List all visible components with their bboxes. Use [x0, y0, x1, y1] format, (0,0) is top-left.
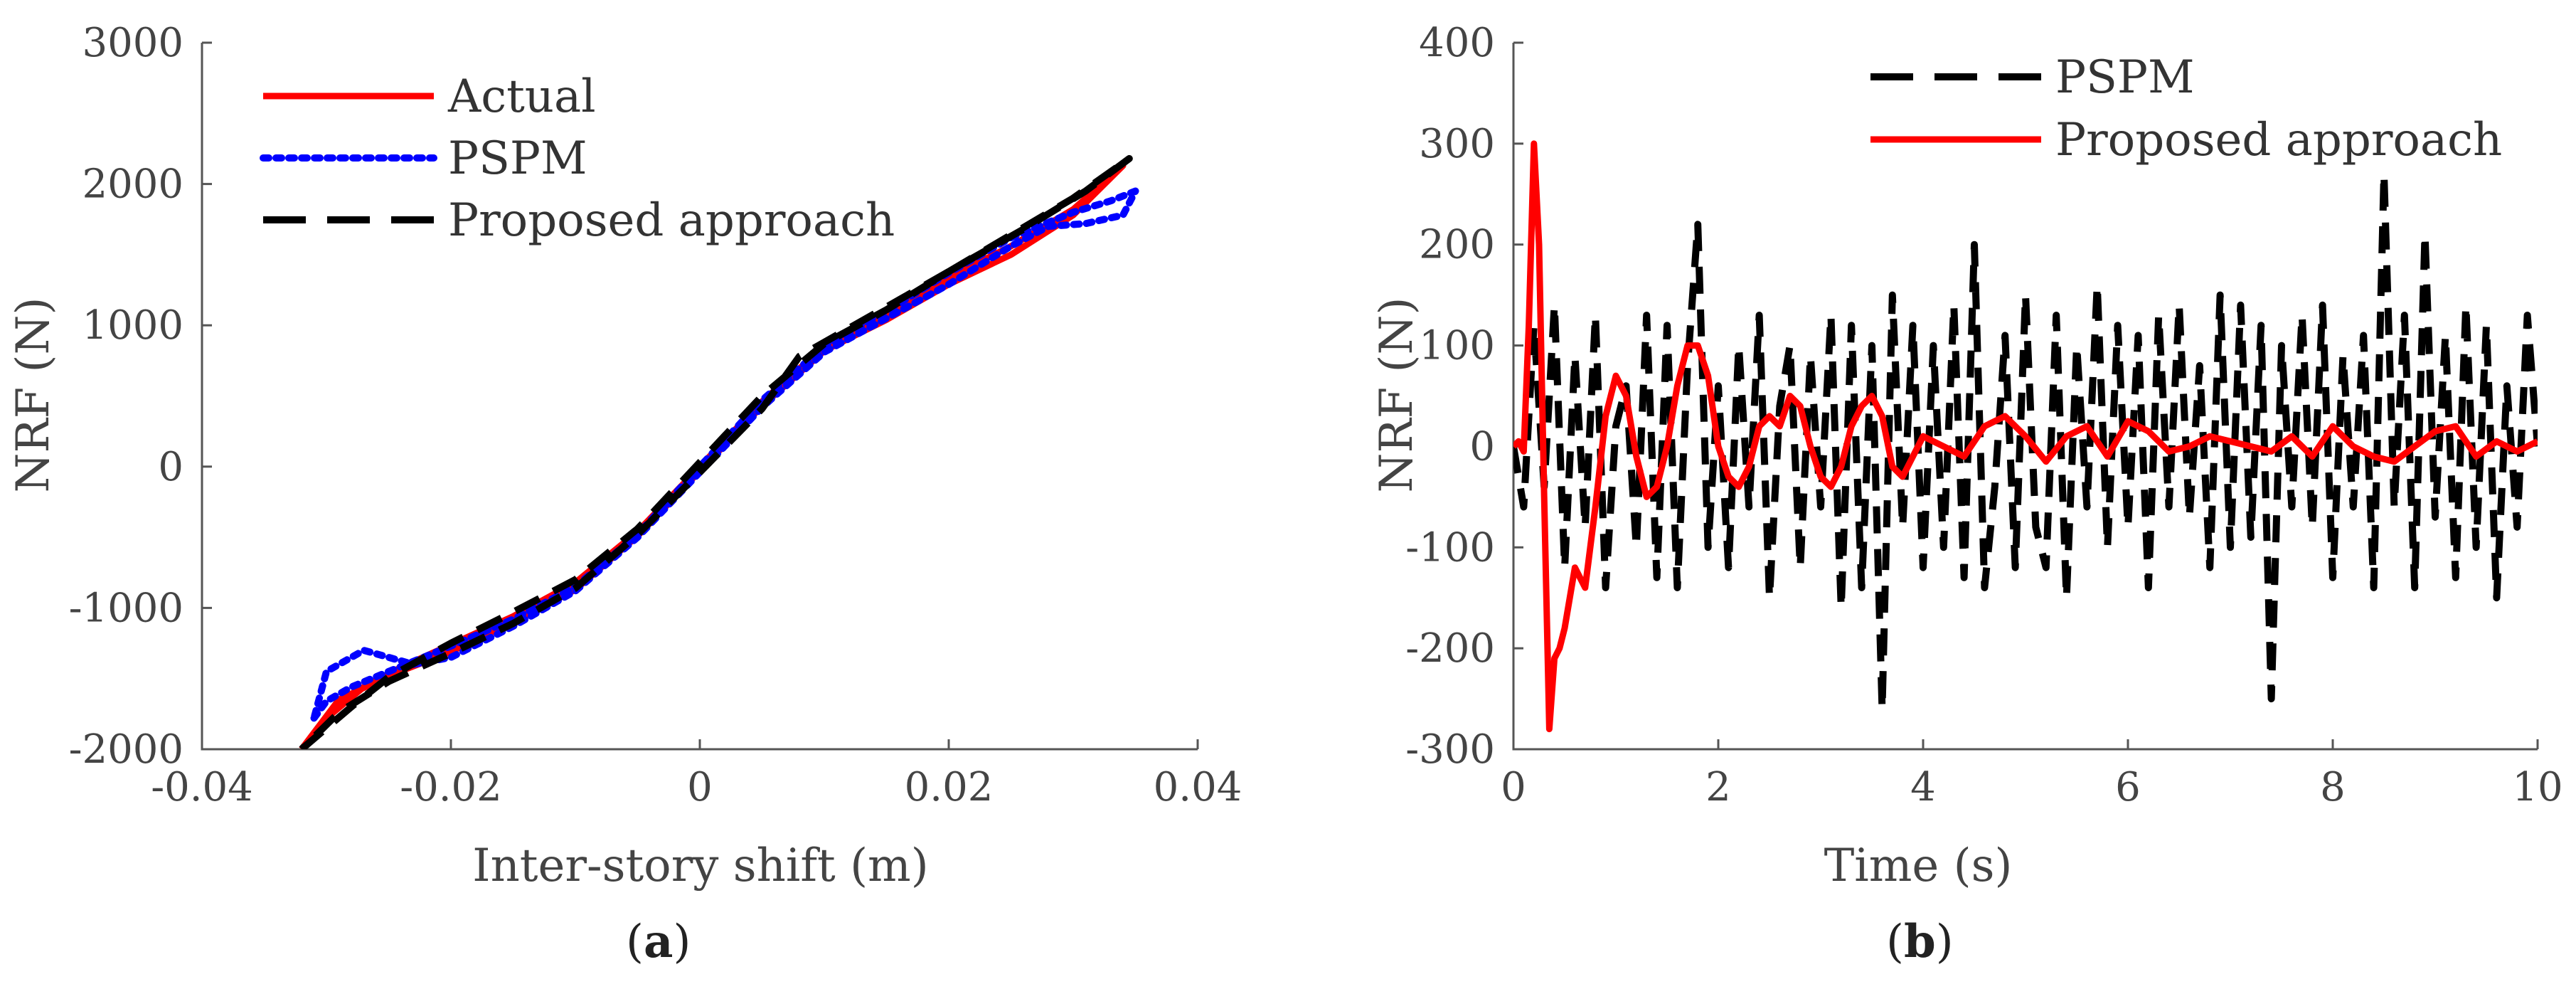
- chart-panel-b: -300 -200 -100 0 100 200 300 400 0 2 4 6 8 10 PSPM Prop…: [1405, 20, 2562, 810]
- series-line-proposed-approach: [299, 154, 1133, 749]
- chart-panel-a: -2000 -1000 0 1000 2000 3000 -0.04 -0.02 0 0.02 0.…: [69, 20, 1242, 810]
- series-line-pspm: [310, 187, 1139, 722]
- legend-label: Proposed approach: [448, 194, 895, 247]
- y-tick-label: 200: [1419, 222, 1495, 268]
- y-tick-label: 0: [158, 444, 183, 490]
- legend-label: PSPM: [2055, 51, 2195, 104]
- y-tick-label: -1000: [69, 585, 183, 631]
- x-tick-label: 0: [687, 764, 713, 810]
- chart-b-panel-label: b: [1904, 915, 1936, 968]
- x-tick-label: 6: [2115, 764, 2141, 810]
- y-tick-label: 100: [1419, 323, 1495, 369]
- chart-a-xlabel: Inter-story shift (m): [472, 840, 928, 892]
- x-tick-label: 10: [2512, 764, 2562, 810]
- series-line-pspm: [1513, 170, 2538, 713]
- y-tick-label: 3000: [82, 20, 183, 66]
- x-tick-label: 8: [2320, 764, 2346, 810]
- chart-panel0-axes: [201, 43, 1198, 751]
- chart-a-ylabel: NRF (N): [7, 297, 60, 493]
- chart-b-ylabel: NRF (N): [1371, 297, 1423, 493]
- chart-a-panel-label: a: [644, 915, 673, 968]
- x-tick-label: 0.02: [905, 764, 994, 810]
- x-tick-label: 4: [1910, 764, 1936, 810]
- series-line-proposed-approach: [1513, 140, 2538, 733]
- x-tick-label: -0.02: [400, 764, 502, 810]
- y-tick-label: -2000: [69, 726, 183, 773]
- y-tick-label: 400: [1419, 20, 1495, 66]
- y-tick-label: -300: [1405, 726, 1495, 773]
- x-tick-label: 0: [1501, 764, 1526, 810]
- x-tick-label: 0.04: [1154, 764, 1242, 810]
- chart-b-caption: (b): [1886, 915, 1954, 968]
- x-tick-label: -0.04: [151, 764, 253, 810]
- legend-label: PSPM: [448, 132, 587, 185]
- chart-a-caption: (a): [626, 915, 691, 968]
- y-tick-label: 0: [1469, 423, 1495, 470]
- y-tick-label: 300: [1419, 121, 1495, 167]
- chart-b-xlabel: Time (s): [1824, 840, 2013, 892]
- y-tick-label: -100: [1405, 524, 1495, 571]
- y-tick-label: -200: [1405, 625, 1495, 672]
- x-tick-label: 2: [1705, 764, 1731, 810]
- legend-label: Proposed approach: [2055, 114, 2502, 166]
- legend-label: Actual: [447, 70, 596, 123]
- y-tick-label: 2000: [82, 162, 183, 208]
- y-tick-label: 1000: [82, 302, 183, 349]
